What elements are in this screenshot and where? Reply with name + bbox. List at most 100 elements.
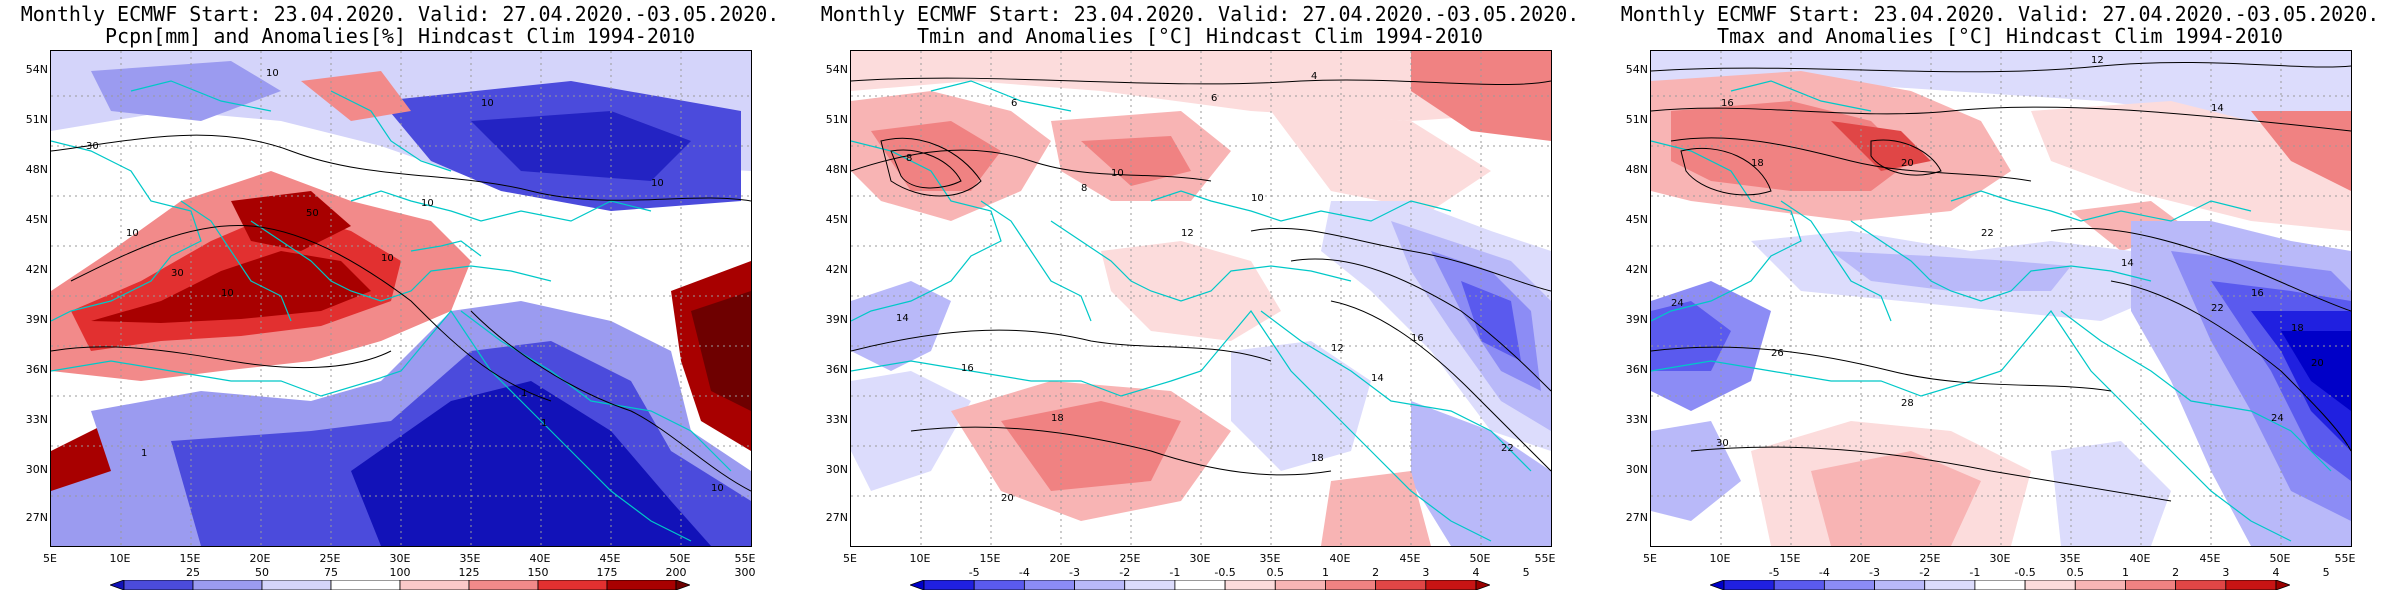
colorbar-segment <box>192 580 263 590</box>
latitude-label: 51N <box>825 113 848 126</box>
latitude-label: 33N <box>1625 413 1648 426</box>
contour-label: 14 <box>2211 103 2224 114</box>
contour-label: 24 <box>2271 413 2284 424</box>
colorbar-tick-label: -4 <box>1818 566 1830 579</box>
panel-subtitle: Tmin and Anomalies [°C] Hindcast Clim 19… <box>917 24 1483 48</box>
colorbar-tick-label: 0.5 <box>1266 566 1285 579</box>
tmin-anomaly-field: 4 6 8 10 12 14 16 18 20 22 12 14 16 18 1… <box>851 51 1551 546</box>
colorbar <box>110 580 690 590</box>
colorbar-segment <box>399 580 470 590</box>
precip-map: 10 10 30 30 10 50 10 10 10 10 1 1 10 1 <box>50 50 752 547</box>
longitude-label: 50E <box>2269 552 2291 565</box>
contour-label: 10 <box>711 483 724 494</box>
colorbar-tick-label: -1 <box>1969 566 1981 579</box>
latitude-label: 33N <box>825 413 848 426</box>
colorbar-segment <box>110 580 125 590</box>
contour-label: 10 <box>481 98 494 109</box>
longitude-label: 10E <box>109 552 131 565</box>
contour-label: 18 <box>1751 158 1764 169</box>
precip-panel: Monthly ECMWF Start: 23.04.2020. Valid: … <box>0 0 800 600</box>
tmax-map: 12 14 16 18 20 22 24 26 28 30 14 16 18 2… <box>1650 50 2352 547</box>
contour-label: 20 <box>1001 493 1014 504</box>
colorbar-segment <box>1224 580 1276 590</box>
colorbar-tick-label: 25 <box>186 566 200 579</box>
contour-label: 18 <box>2291 323 2304 334</box>
contour-label: 10 <box>381 253 394 264</box>
contour-label: 26 <box>1771 348 1784 359</box>
colorbar-tick-label: 2 <box>1372 566 1380 579</box>
colorbar-segment <box>2024 580 2076 590</box>
colorbar-segment <box>1773 580 1825 590</box>
contour-label: 16 <box>961 363 974 374</box>
colorbar-segment <box>1924 580 1976 590</box>
latitude-label: 36N <box>25 363 48 376</box>
latitude-label: 45N <box>1625 213 1648 226</box>
latitude-label: 27N <box>1625 511 1648 524</box>
latitude-label: 48N <box>1625 163 1648 176</box>
panel-subtitle: Pcpn[mm] and Anomalies[%] Hindcast Clim … <box>104 24 695 48</box>
colorbar-segment <box>2225 580 2277 590</box>
colorbar-tick-label: 75 <box>324 566 338 579</box>
colorbar-segment <box>675 580 690 590</box>
contour-label: 10 <box>421 198 434 209</box>
colorbar-tick-label: -4 <box>1018 566 1030 579</box>
colorbar-tick-label: 1 <box>1321 566 1329 579</box>
colorbar-segment <box>1074 580 1126 590</box>
contour-label: 10 <box>1111 168 1124 179</box>
longitude-label: 50E <box>669 552 691 565</box>
latitude-label: 51N <box>25 113 48 126</box>
colorbar-segment <box>537 580 608 590</box>
latitude-label: 39N <box>825 313 848 326</box>
colorbar-tick-label: 3 <box>1422 566 1430 579</box>
colorbar-tick-label: 5 <box>1522 566 1530 579</box>
contour-label: 6 <box>1211 93 1217 104</box>
colorbar-tick-label: 0.5 <box>2066 566 2085 579</box>
latitude-label: 39N <box>1625 313 1648 326</box>
contour-label: 30 <box>1716 438 1729 449</box>
coastline <box>851 80 1532 542</box>
longitude-label: 15E <box>179 552 201 565</box>
latitude-label: 33N <box>25 413 48 426</box>
tmin-panel: Monthly ECMWF Start: 23.04.2020. Valid: … <box>800 0 1600 600</box>
latitude-label: 27N <box>25 511 48 524</box>
longitude-label: 20E <box>1849 552 1871 565</box>
contour-label: 18 <box>1311 453 1324 464</box>
tmax-panel: Monthly ECMWF Start: 23.04.2020. Valid: … <box>1600 0 2400 600</box>
colorbar-tick-label: 4 <box>1472 566 1480 579</box>
latitude-label: 30N <box>1625 463 1648 476</box>
colorbar-tick-label: -2 <box>1919 566 1931 579</box>
latitude-label: 42N <box>25 263 48 276</box>
panel-subtitle: Tmax and Anomalies [°C] Hindcast Clim 19… <box>1717 24 2283 48</box>
latitude-label: 42N <box>1625 263 1648 276</box>
longitude-label: 35E <box>1259 552 1281 565</box>
colorbar-tick-label: -2 <box>1119 566 1131 579</box>
latitude-label: 54N <box>1625 63 1648 76</box>
colorbar-segment <box>2275 580 2290 590</box>
colorbar-tick-label: 300 <box>734 566 756 579</box>
latitude-label: 45N <box>25 213 48 226</box>
latitude-label: 54N <box>25 63 48 76</box>
panel-title: Monthly ECMWF Start: 23.04.2020. Valid: … <box>1620 2 2380 26</box>
contour-label: 18 <box>1051 413 1064 424</box>
colorbar-tick-label: 50 <box>255 566 269 579</box>
coastline <box>51 80 732 542</box>
colorbar-segment <box>1475 580 1490 590</box>
colorbar-tick-label: -5 <box>968 566 980 579</box>
longitude-label: 40E <box>2129 552 2151 565</box>
colorbar-tick-label: -3 <box>1069 566 1081 579</box>
latitude-label: 30N <box>25 463 48 476</box>
latitude-label: 42N <box>825 263 848 276</box>
contour-label: 50 <box>306 208 319 219</box>
colorbar-tick-label: 2 <box>2172 566 2180 579</box>
colorbar-segment <box>1823 580 1875 590</box>
colorbar-segment <box>1425 580 1477 590</box>
contour-label: 8 <box>1081 183 1087 194</box>
colorbar-tick-label: 150 <box>527 566 549 579</box>
colorbar-tick-label: -1 <box>1169 566 1181 579</box>
longitude-label: 10E <box>909 552 931 565</box>
longitude-label: 25E <box>319 552 341 565</box>
colorbar-tick-label: 4 <box>2272 566 2280 579</box>
contour-label: 14 <box>2121 258 2134 269</box>
latitude-label: 39N <box>25 313 48 326</box>
contour-label: 10 <box>221 288 234 299</box>
